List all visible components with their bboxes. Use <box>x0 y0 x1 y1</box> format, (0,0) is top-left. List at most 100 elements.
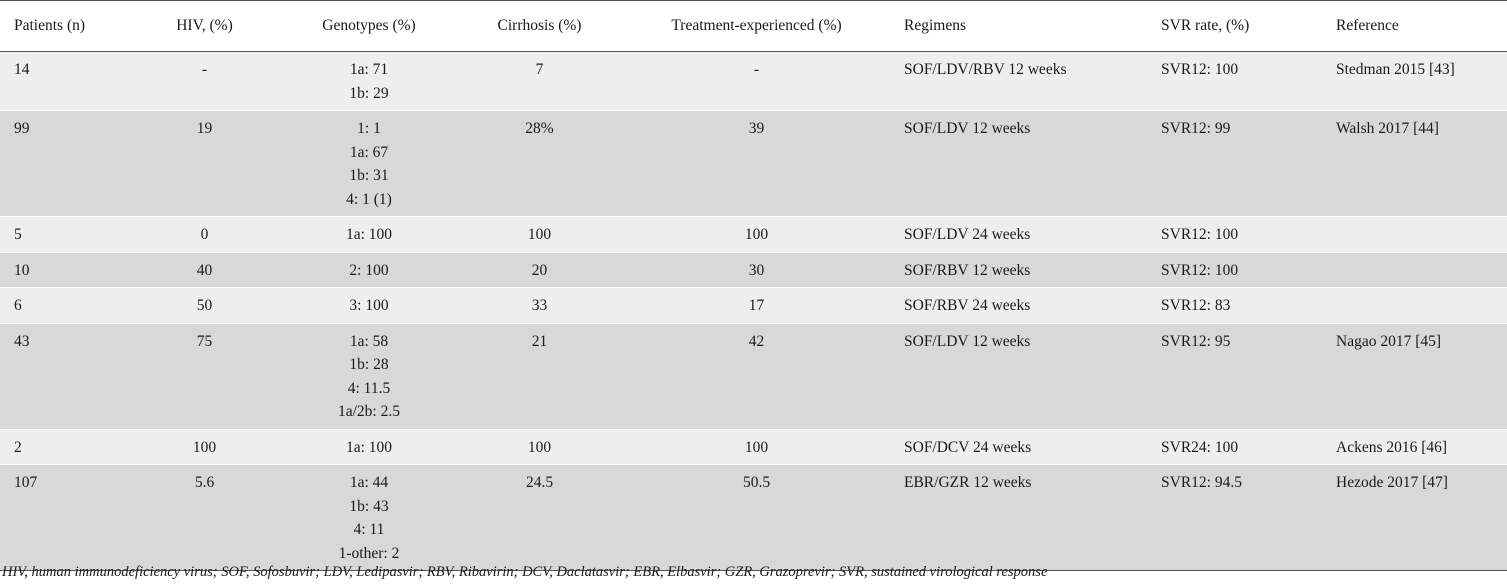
cell-regimen: SOF/LDV/RBV 12 weeks <box>890 51 1147 111</box>
cell-cirrhosis-text: 20 <box>531 261 548 279</box>
cell-hiv: 75 <box>127 323 282 429</box>
cell-patients: 99 <box>0 110 127 217</box>
cell-regimen-text: SOF/RBV 24 weeks <box>904 297 1031 314</box>
cell-reference <box>1322 216 1507 252</box>
cell-svr-rate-text: SVR12: 95 <box>1161 332 1231 350</box>
cell-hiv: - <box>127 51 282 111</box>
cell-svr-rate-text: SVR12: 94.5 <box>1161 474 1242 491</box>
cell-regimen-text: SOF/LDV 12 weeks <box>904 120 1031 137</box>
cell-treatment-experienced-text: 100 <box>744 438 769 456</box>
genotype-entry: 2: 100 <box>349 261 389 279</box>
genotype-list: 1: 1 1a: 67 1b: 31 4: 1 (1) <box>282 111 456 216</box>
cell-cirrhosis: 7 <box>456 51 623 111</box>
cell-patients-text: 43 <box>14 332 30 350</box>
cell-reference-text: Stedman 2015 [43] <box>1336 61 1455 78</box>
cell-cirrhosis: 100 <box>456 216 623 252</box>
cell-treatment-experienced: 100 <box>623 216 890 252</box>
table-row: 2 100 1a: 100 100 100 SOF/DCV 24 weeks SVR24: … <box>0 429 1507 465</box>
genotype-entry: 1b: 43 <box>349 497 389 515</box>
cell-genotypes: 1a: 44 1b: 43 4: 11 1-other: 2 <box>282 464 456 571</box>
cell-svr-rate-text: SVR24: 100 <box>1161 438 1239 456</box>
cell-cirrhosis-text: 100 <box>527 226 552 243</box>
genotype-entry: 1a: 100 <box>345 438 393 456</box>
cell-treatment-experienced-text: 42 <box>748 332 765 350</box>
genotype-entry: 1a: 100 <box>345 226 393 243</box>
cell-hiv-text: 40 <box>196 261 213 279</box>
genotype-entry: 1a: 44 <box>349 474 389 491</box>
cell-reference: Ackens 2016 [46] <box>1322 429 1507 465</box>
table-body: 14 - 1a: 71 1b: 29 7 - SOF/LDV/RBV 12 weeks SVR… <box>0 51 1507 571</box>
genotype-entry: 1b: 29 <box>349 84 389 102</box>
cell-cirrhosis: 33 <box>456 287 623 323</box>
cell-regimen-text: SOF/LDV 12 weeks <box>904 332 1031 350</box>
header-cirrhosis: Cirrhosis (%) <box>456 0 623 52</box>
cell-reference-text: Ackens 2016 [46] <box>1336 438 1448 456</box>
cell-patients-text: 10 <box>14 261 30 279</box>
cell-cirrhosis-text: 21 <box>531 332 548 350</box>
cell-reference: Stedman 2015 [43] <box>1322 51 1507 111</box>
cell-regimen: SOF/LDV 12 weeks <box>890 110 1147 217</box>
cell-regimen: SOF/LDV 24 weeks <box>890 216 1147 252</box>
header-treatment-experienced: Treatment-experienced (%) <box>623 0 890 52</box>
header-reference: Reference <box>1322 0 1507 52</box>
cell-treatment-experienced-text: 50.5 <box>742 474 771 491</box>
cell-patients-text: 5 <box>14 226 22 243</box>
genotype-list: 1a: 100 <box>282 430 456 465</box>
cell-regimen-text: SOF/DCV 24 weeks <box>904 438 1032 456</box>
genotype-list: 1a: 58 1b: 28 4: 11.5 1a/2b: 2.5 <box>282 324 456 429</box>
genotype-entry: 1a/2b: 2.5 <box>338 403 400 420</box>
cell-treatment-experienced-text: - <box>753 61 760 78</box>
cell-patients: 14 <box>0 51 127 111</box>
cell-hiv-text: 100 <box>192 438 217 456</box>
cell-patients-text: 14 <box>14 61 30 78</box>
cell-treatment-experienced: 50.5 <box>623 464 890 571</box>
cell-cirrhosis-text: 7 <box>535 61 544 78</box>
cell-genotypes: 1a: 58 1b: 28 4: 11.5 1a/2b: 2.5 <box>282 323 456 429</box>
cell-reference-text: Nagao 2017 [45] <box>1336 332 1442 350</box>
cell-svr-rate-text: SVR12: 100 <box>1161 226 1239 243</box>
cell-cirrhosis: 100 <box>456 429 623 465</box>
cell-genotypes: 1a: 100 <box>282 429 456 465</box>
header-svr-rate: SVR rate, (%) <box>1147 0 1322 52</box>
cell-patients-text: 99 <box>14 120 30 137</box>
cell-svr-rate: SVR12: 100 <box>1147 252 1322 288</box>
cell-patients: 6 <box>0 287 127 323</box>
cell-svr-rate: SVR12: 95 <box>1147 323 1322 429</box>
cell-cirrhosis: 24.5 <box>456 464 623 571</box>
genotype-list: 1a: 71 1b: 29 <box>282 52 456 110</box>
table-row: 14 - 1a: 71 1b: 29 7 - SOF/LDV/RBV 12 weeks SVR… <box>0 51 1507 111</box>
genotype-list: 3: 100 <box>282 288 456 323</box>
cell-genotypes: 1a: 71 1b: 29 <box>282 51 456 111</box>
cell-treatment-experienced: 17 <box>623 287 890 323</box>
cell-cirrhosis: 20 <box>456 252 623 288</box>
genotype-entry: 1-other: 2 <box>338 544 400 562</box>
cell-svr-rate: SVR12: 99 <box>1147 110 1322 217</box>
cell-hiv-text: 19 <box>196 120 213 137</box>
cell-svr-rate: SVR12: 100 <box>1147 51 1322 111</box>
cell-svr-rate: SVR12: 100 <box>1147 216 1322 252</box>
genotype-entry: 4: 11 <box>353 521 385 538</box>
genotype-list: 1a: 100 <box>282 217 456 252</box>
table-footnote: HIV, human immunodeficiency virus; SOF, … <box>2 564 1048 580</box>
cell-reference: Nagao 2017 [45] <box>1322 323 1507 429</box>
cell-genotypes: 1a: 100 <box>282 216 456 252</box>
cell-regimen: SOF/DCV 24 weeks <box>890 429 1147 465</box>
cell-regimen-text: SOF/LDV/RBV 12 weeks <box>904 61 1067 78</box>
table-row: 43 75 1a: 58 1b: 28 4: 11.5 1a/2b: 2.5 21 42 SOF… <box>0 323 1507 429</box>
genotype-entry: 1a: 71 <box>349 61 389 78</box>
cell-reference-text: Walsh 2017 [44] <box>1336 120 1439 137</box>
cell-treatment-experienced-text: 100 <box>744 226 769 243</box>
cell-hiv: 50 <box>127 287 282 323</box>
cell-regimen-text: SOF/RBV 12 weeks <box>904 261 1031 279</box>
cell-hiv-text: 50 <box>196 297 213 314</box>
cell-reference-text: Hezode 2017 [47] <box>1336 474 1448 491</box>
cell-reference-text <box>1336 288 1507 299</box>
cell-cirrhosis: 28% <box>456 110 623 217</box>
cell-hiv: 0 <box>127 216 282 252</box>
cell-cirrhosis: 21 <box>456 323 623 429</box>
genotype-entry: 1b: 28 <box>349 356 389 373</box>
cell-patients-text: 107 <box>14 474 38 491</box>
table-header-row: Patients (n) HIV, (%) Genotypes (%) Cirr… <box>0 0 1507 52</box>
cell-treatment-experienced-text: 30 <box>748 261 765 279</box>
